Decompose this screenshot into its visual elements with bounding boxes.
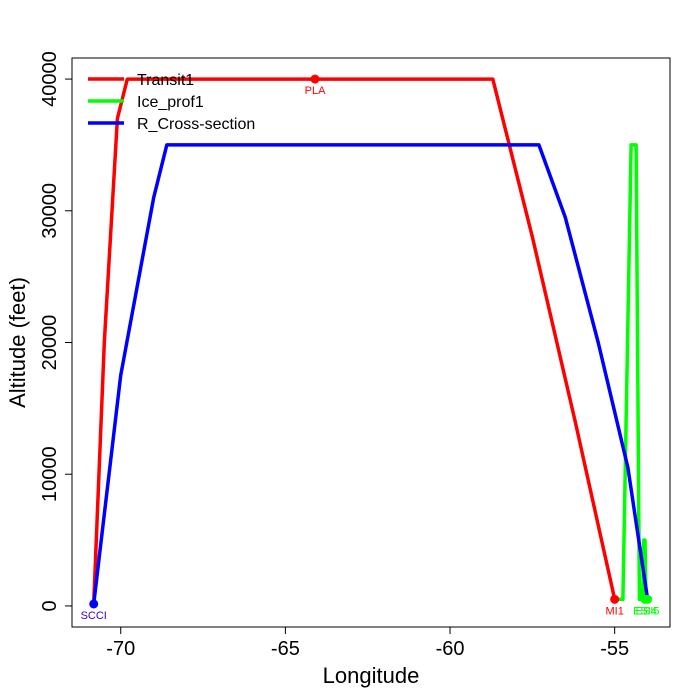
y-tick-label: 0: [39, 600, 61, 611]
legend-label: Ice_prof1: [137, 94, 204, 111]
waypoint-marker: [610, 594, 620, 604]
waypoint-marker: [643, 594, 653, 604]
x-tick-label: -65: [271, 638, 300, 660]
y-tick-label: 10000: [39, 446, 61, 502]
x-tick-label: -70: [106, 638, 135, 660]
axes: -70 -65 -60 -55 0 10000 20000 30000 40000: [39, 51, 629, 660]
y-axis-title: Altitude (feet): [5, 277, 30, 408]
x-axis-title: Longitude: [323, 663, 420, 688]
legend-label: Transit1: [137, 72, 194, 89]
waypoint-marker: [89, 599, 99, 609]
waypoint-label: MI1: [606, 605, 624, 617]
waypoint-label: PLA: [305, 85, 326, 97]
waypoint-label: SCCI: [81, 610, 107, 622]
x-tick-label: -60: [436, 638, 465, 660]
waypoint-marker: [310, 74, 320, 84]
y-tick-label: 40000: [39, 51, 61, 107]
y-tick-label: 20000: [39, 315, 61, 371]
x-tick-label: -55: [600, 638, 629, 660]
waypoint-label: ESI5: [636, 605, 660, 617]
series-line-r-cross-section: [91, 143, 650, 606]
y-tick-label: 30000: [39, 183, 61, 239]
waypoint-label: ESI4: [633, 605, 657, 617]
legend-label: R_Cross-section: [137, 116, 255, 133]
legend: Transit1 Ice_prof1 R_Cross-section: [88, 72, 255, 133]
